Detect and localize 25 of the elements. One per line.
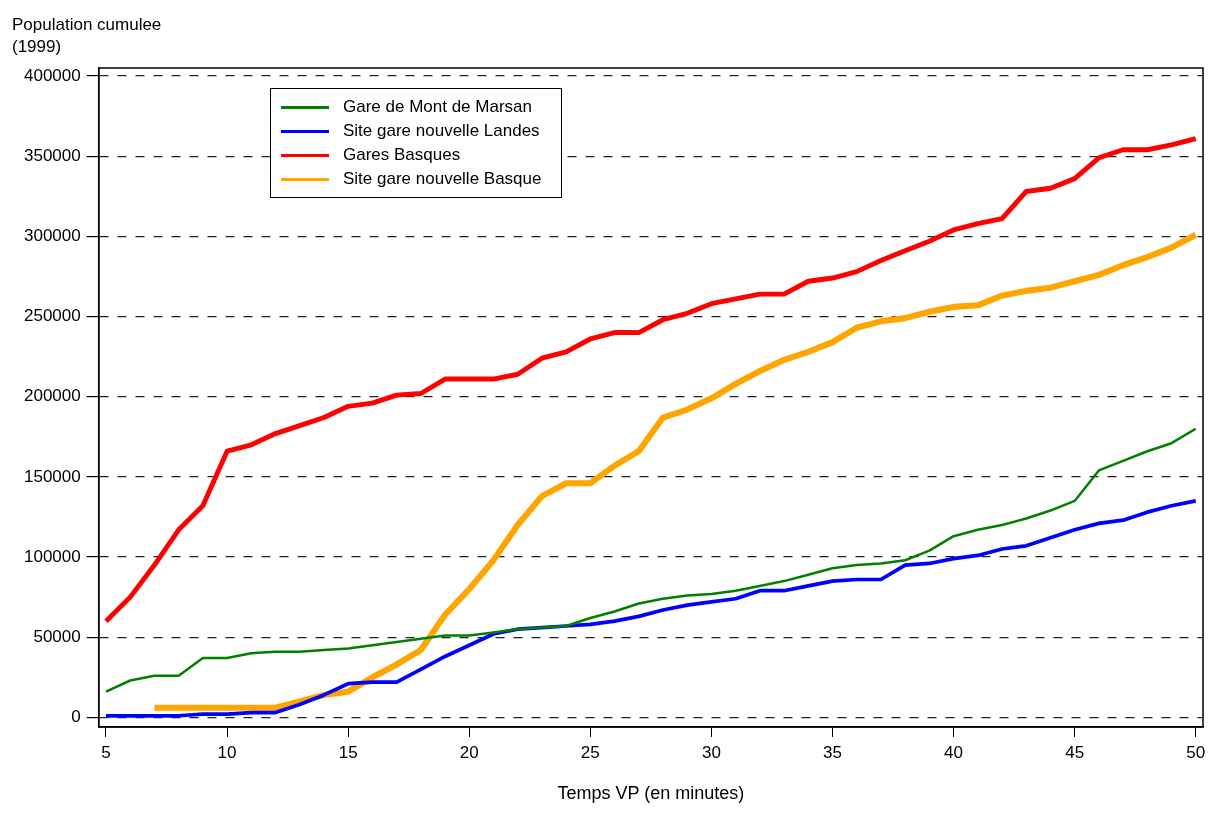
x-tick-label: 20 xyxy=(459,742,479,762)
legend-label: Gares Basques xyxy=(343,145,461,165)
x-tick-label: 40 xyxy=(944,742,964,762)
x-tick-label: 35 xyxy=(823,742,842,762)
x-tick-label: 25 xyxy=(580,742,600,762)
y-tick-label: 50000 xyxy=(33,626,81,646)
x-tick-label: 10 xyxy=(217,742,237,762)
legend-label: Site gare nouvelle Landes xyxy=(343,121,540,141)
y-tick-label: 350000 xyxy=(23,145,81,165)
x-tick-label: 45 xyxy=(1065,742,1085,762)
x-axis-title: Temps VP (en minutes) xyxy=(557,783,745,804)
y-tick-label: 0 xyxy=(71,707,81,727)
y-tick-label: 400000 xyxy=(23,65,81,85)
x-tick-label: 5 xyxy=(101,742,111,762)
y-tick-label: 300000 xyxy=(23,226,81,246)
y-tick-label: 150000 xyxy=(23,466,81,486)
legend-label: Gare de Mont de Marsan xyxy=(343,97,532,117)
y-tick-label: 200000 xyxy=(23,386,81,406)
y-tick-label: 250000 xyxy=(23,306,81,326)
x-tick-label: 50 xyxy=(1186,742,1206,762)
legend-label: Site gare nouvelle Basque xyxy=(343,169,542,189)
y-axis-title: Population cumulee (1999) xyxy=(12,14,163,58)
x-tick-label: 30 xyxy=(701,742,721,762)
y-tick-label: 100000 xyxy=(23,546,81,566)
x-tick-label: 15 xyxy=(338,742,358,762)
